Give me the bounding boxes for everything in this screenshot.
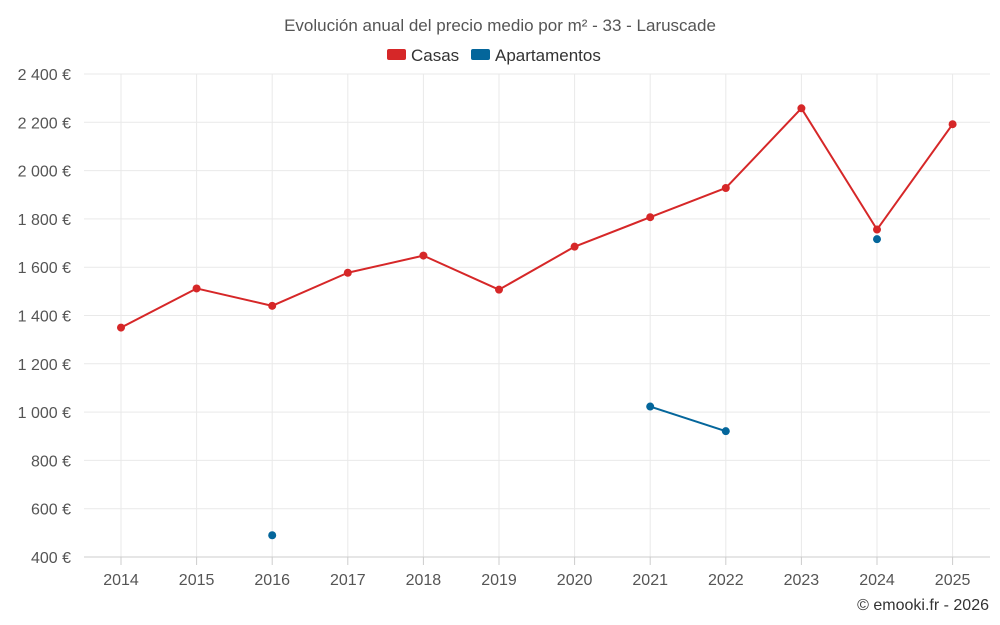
y-tick-label: 2 400 €	[18, 67, 71, 84]
y-tick-label: 2 000 €	[18, 164, 71, 181]
legend-swatch-apartamentos	[471, 49, 490, 60]
x-tick-label: 2016	[254, 572, 290, 589]
legend-swatch-casas	[387, 49, 406, 60]
x-tick-label: 2015	[179, 572, 215, 589]
x-tick-label: 2017	[330, 572, 366, 589]
x-tick-label: 2018	[406, 572, 442, 589]
x-tick-label: 2021	[632, 572, 668, 589]
x-axis: 2014 2015 2016 2017 2018 2019 2020 2021 2022 2023…	[84, 556, 990, 589]
y-tick-label: 1 400 €	[18, 309, 71, 326]
series-line-casas	[120, 107, 954, 329]
data-point-apartamentos[interactable]	[873, 235, 881, 244]
credit-text: © emooki.fr - 2026	[857, 597, 989, 614]
data-point-casas[interactable]	[192, 284, 201, 293]
y-tick-label: 600 €	[31, 502, 71, 519]
grid	[84, 73, 990, 557]
data-point-casas[interactable]	[268, 301, 277, 310]
data-point-casas[interactable]	[117, 323, 125, 332]
y-axis: 400 € 600 € 800 € 1 000 € 1 200 € 1 400 € 1 60…	[18, 67, 71, 567]
legend: Casas Apartamentos	[387, 46, 601, 65]
y-tick-label: 1 200 €	[18, 357, 71, 374]
data-point-casas[interactable]	[948, 120, 957, 129]
series-line-apartamentos	[649, 405, 727, 433]
y-tick-label: 1 600 €	[18, 260, 71, 277]
y-tick-label: 800 €	[31, 453, 71, 470]
series-apartamentos	[268, 235, 881, 540]
series-layer	[117, 104, 957, 540]
y-tick-label: 1 000 €	[18, 405, 71, 422]
legend-label-casas: Casas	[411, 46, 459, 65]
data-point-casas[interactable]	[646, 213, 655, 222]
chart-title: Evolución anual del precio medio por m² …	[284, 16, 716, 35]
data-point-casas[interactable]	[419, 251, 428, 260]
legend-item-casas[interactable]: Casas	[387, 46, 459, 65]
data-point-apartamentos[interactable]	[646, 402, 655, 411]
data-point-casas[interactable]	[495, 285, 503, 294]
x-tick-label: 2024	[859, 572, 895, 589]
legend-label-apartamentos: Apartamentos	[495, 46, 601, 65]
series-casas	[117, 104, 957, 332]
x-tick-label: 2023	[784, 572, 820, 589]
data-point-apartamentos[interactable]	[721, 427, 730, 436]
x-tick-label: 2025	[935, 572, 971, 589]
data-point-casas[interactable]	[343, 268, 352, 277]
y-tick-label: 400 €	[31, 550, 71, 567]
y-tick-label: 1 800 €	[18, 212, 71, 229]
x-tick-label: 2014	[103, 572, 139, 589]
data-point-casas[interactable]	[873, 225, 881, 234]
data-point-apartamentos[interactable]	[268, 531, 277, 540]
x-tick-label: 2022	[708, 572, 744, 589]
data-point-casas[interactable]	[570, 242, 579, 251]
legend-item-apartamentos[interactable]: Apartamentos	[471, 46, 601, 65]
x-tick-label: 2019	[481, 572, 517, 589]
y-tick-label: 2 200 €	[18, 115, 71, 132]
data-point-casas[interactable]	[721, 183, 730, 192]
x-tick-label: 2020	[557, 572, 593, 589]
data-point-casas[interactable]	[797, 104, 806, 113]
